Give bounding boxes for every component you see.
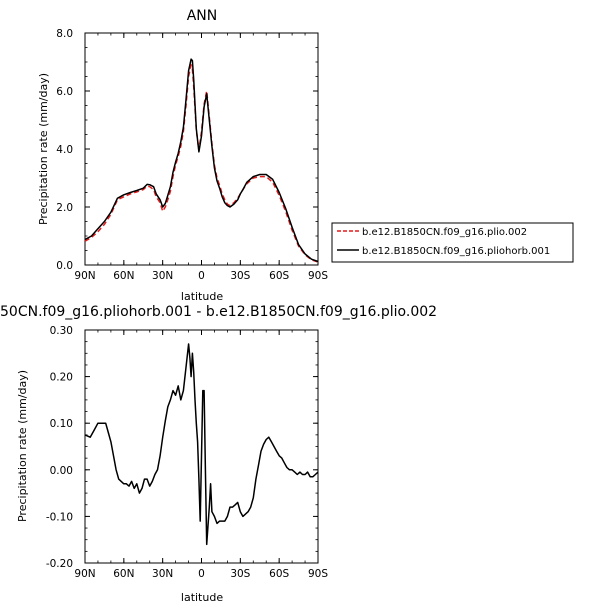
series-line-1 — [84, 58, 319, 263]
x-tick-label: 60S — [269, 270, 289, 282]
series-line-0 — [84, 343, 319, 546]
chart-bottom-series — [84, 343, 319, 546]
chart-bottom-xlabel: latitude — [181, 591, 223, 604]
chart-bottom-ticks: 90N 60N 30N 0 30S 60S 90S -0.20 -0.10 0.00 0.10 0.2… — [46, 325, 329, 580]
y-tick-label: 0.0 — [56, 260, 73, 272]
chart-top-frame — [84, 32, 319, 266]
y-tick-label: 2.0 — [56, 202, 73, 214]
x-tick-label: 90N — [74, 568, 95, 580]
x-tick-label: 90N — [74, 270, 95, 282]
x-tick-label: 30N — [152, 568, 173, 580]
chart-top-title: ANN — [187, 8, 218, 24]
chart-top-ylabel: Precipitation rate (mm/day) — [37, 73, 50, 225]
x-tick-label: 0 — [198, 568, 205, 580]
y-tick-label: 4.0 — [56, 144, 73, 156]
chart-top-xlabel: latitude — [181, 290, 223, 303]
chart-top: ANN 90N 60N 30N 0 30S 60S 90S 0.0 2.0 4.0 6.0 8.0 l… — [37, 8, 328, 303]
y-tick-label: 0.30 — [50, 325, 73, 337]
legend-box — [331, 222, 574, 263]
y-tick-label: -0.10 — [46, 511, 73, 523]
y-tick-label: 6.0 — [56, 86, 73, 98]
y-tick-label: 8.0 — [56, 28, 73, 40]
x-tick-label: 30N — [152, 270, 173, 282]
chart-bottom-ylabel: Precipitation rate (mm/day) — [16, 370, 29, 522]
legend-label-plio: b.e12.B1850CN.f09_g16.plio.002 — [362, 227, 527, 238]
x-tick-label: 0 — [198, 270, 205, 282]
chart-top-series — [84, 58, 319, 263]
y-tick-label: 0.20 — [50, 372, 73, 384]
chart-bottom: 50CN.f09_g16.pliohorb.001 - b.e12.B1850C… — [0, 304, 437, 604]
legend-label-pliohorb: b.e12.B1850CN.f09_g16.pliohorb.001 — [362, 246, 550, 257]
y-tick-label: -0.20 — [46, 558, 73, 570]
x-tick-label: 30S — [230, 568, 250, 580]
x-tick-label: 60S — [269, 568, 289, 580]
x-tick-label: 90S — [308, 270, 328, 282]
x-tick-label: 60N — [113, 270, 134, 282]
series-line-0 — [84, 64, 319, 263]
chart-top-legend: b.e12.B1850CN.f09_g16.plio.002 b.e12.B18… — [331, 222, 574, 263]
x-tick-label: 90S — [308, 568, 328, 580]
chart-top-ticks: 90N 60N 30N 0 30S 60S 90S 0.0 2.0 4.0 6.0 8.0 — [56, 28, 328, 282]
x-tick-label: 60N — [113, 568, 134, 580]
chart-bottom-title: 50CN.f09_g16.pliohorb.001 - b.e12.B1850C… — [0, 304, 437, 320]
y-tick-label: 0.10 — [50, 418, 73, 430]
x-tick-label: 30S — [230, 270, 250, 282]
y-tick-label: 0.00 — [50, 465, 73, 477]
